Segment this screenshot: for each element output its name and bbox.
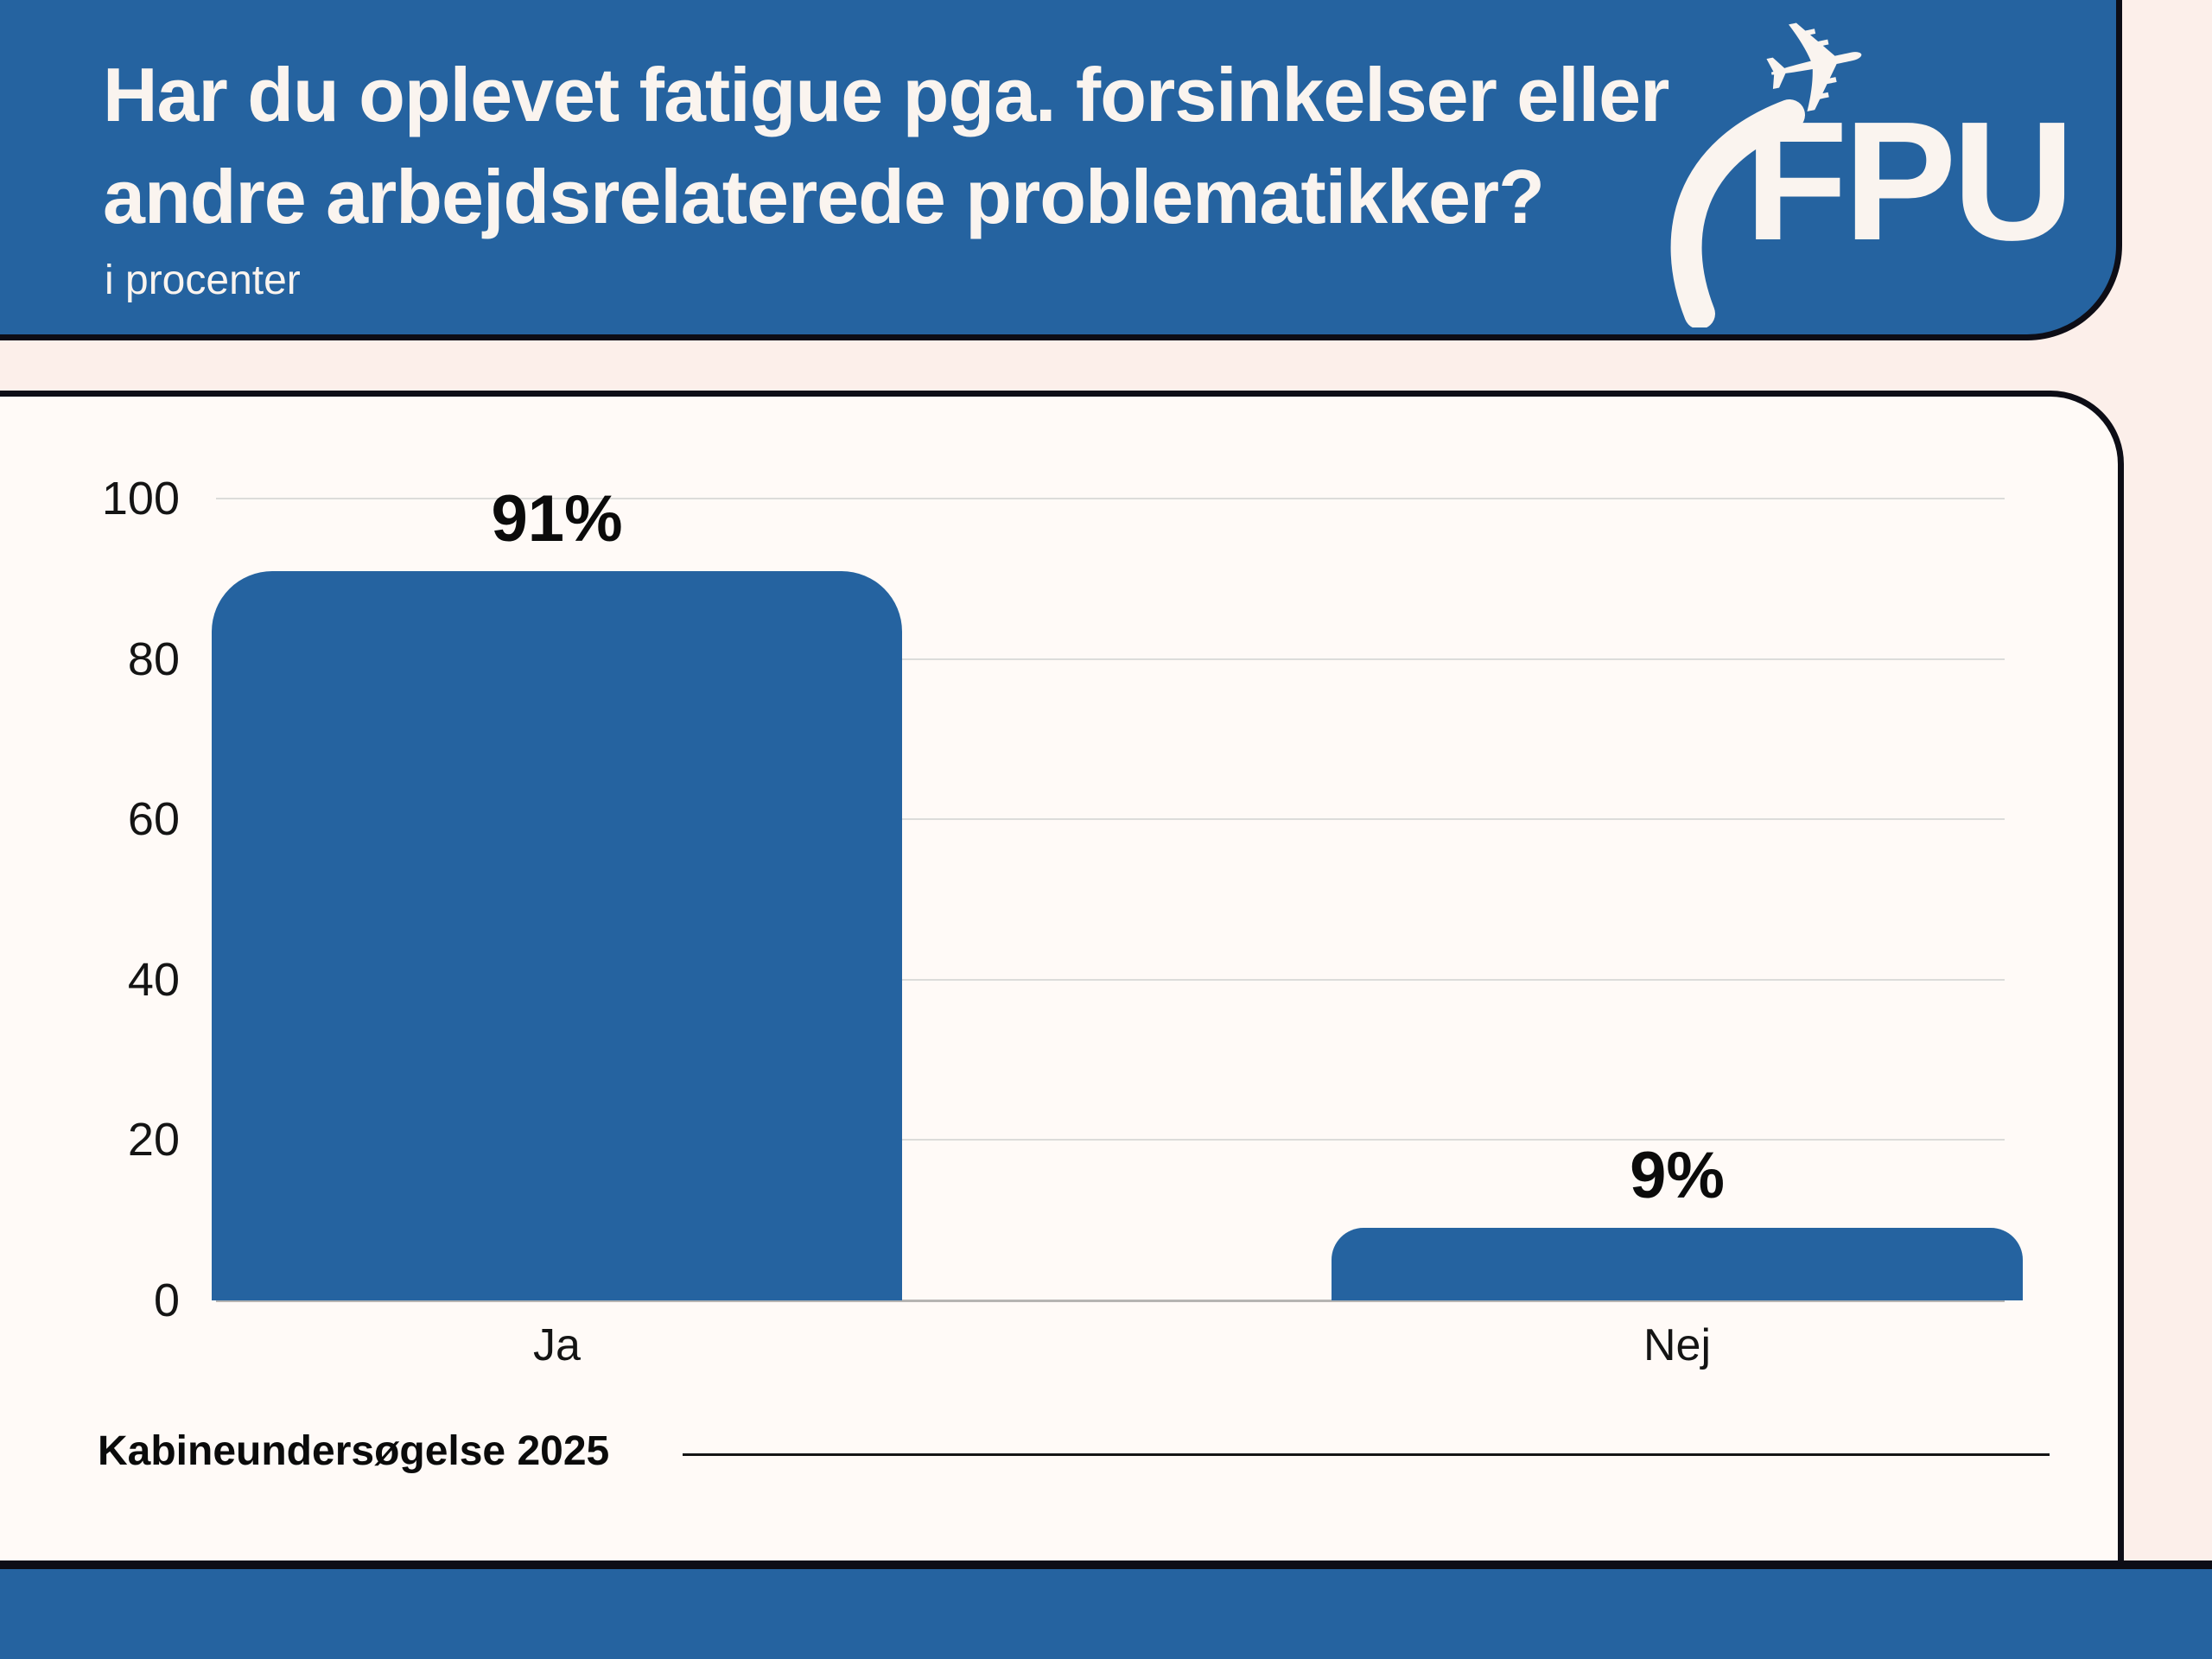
y-axis-label: 100 xyxy=(101,473,180,524)
gridline xyxy=(216,658,2005,660)
page-title-line2: andre arbejdsrelaterede problematikker? xyxy=(103,154,1545,239)
source-divider-line xyxy=(683,1453,2050,1456)
source-label: Kabineundersøgelse 2025 xyxy=(98,1428,610,1474)
x-axis-category-label: Nej xyxy=(1643,1320,1712,1370)
bar-value-label: 9% xyxy=(1630,1139,1725,1213)
gridline xyxy=(216,818,2005,821)
y-axis-label: 0 xyxy=(153,1274,180,1326)
y-axis-label: 80 xyxy=(127,632,180,685)
logo-text: FPU xyxy=(1745,86,2075,276)
gridline xyxy=(216,978,2005,981)
bottom-border-line xyxy=(0,1560,2212,1569)
footer-band xyxy=(0,1569,2212,1659)
bar-nej xyxy=(1332,1228,2023,1300)
swoosh-icon xyxy=(1670,99,1805,327)
bar-ja xyxy=(212,570,902,1300)
y-axis-label: 40 xyxy=(127,953,180,1006)
x-axis-baseline xyxy=(216,1300,2005,1302)
y-axis-label: 60 xyxy=(127,793,180,846)
x-axis-category-label: Ja xyxy=(533,1320,581,1370)
page-title: Har du oplevet fatigue pga. forsinkelser… xyxy=(103,44,1669,248)
bar-value-label: 91% xyxy=(491,481,623,556)
header-banner: Har du oplevet fatigue pga. forsinkelser… xyxy=(0,0,2122,340)
page-subtitle: i procenter xyxy=(105,257,301,303)
y-axis-label: 20 xyxy=(127,1114,180,1166)
fpu-logo: ✈ FPU xyxy=(1632,0,2082,327)
gridline xyxy=(216,1139,2005,1141)
page-title-line1: Har du oplevet fatigue pga. forsinkelser… xyxy=(103,52,1669,137)
gridline xyxy=(216,498,2005,499)
